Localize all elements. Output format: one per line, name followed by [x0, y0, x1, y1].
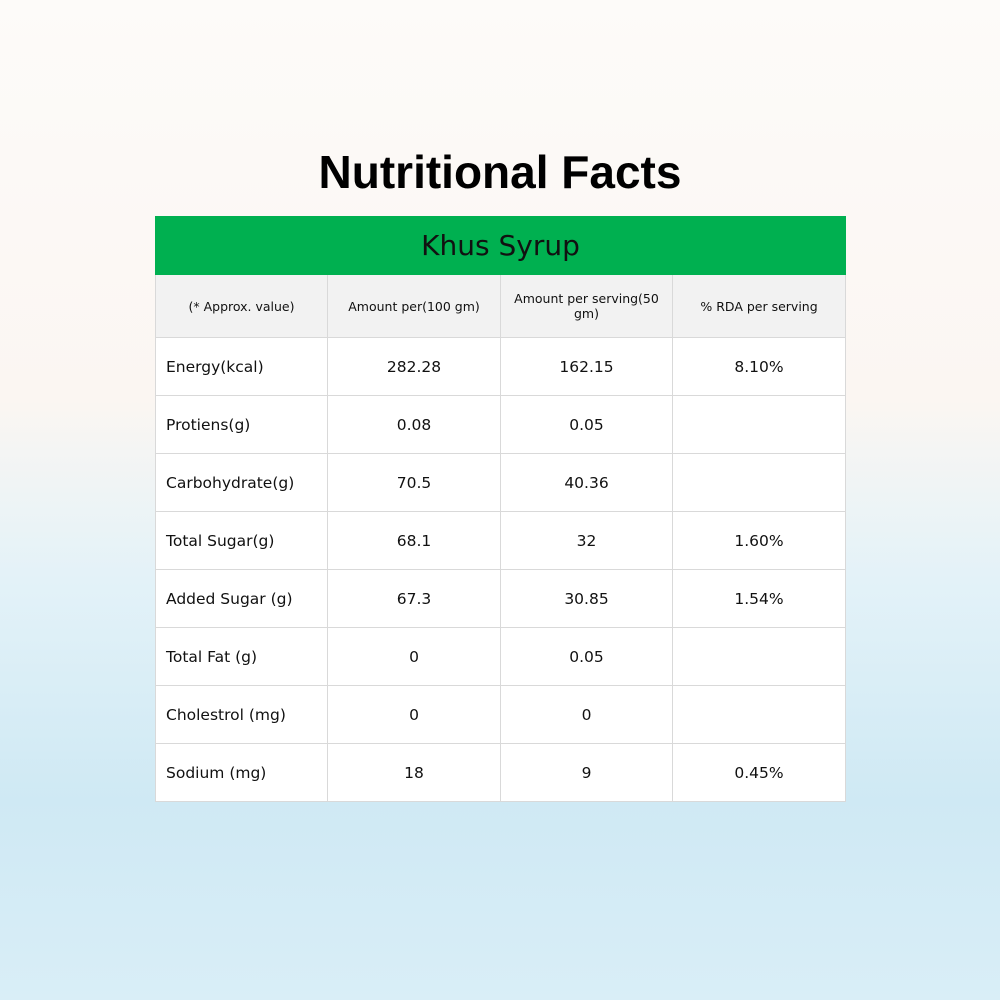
- table-cell: 0.08: [327, 395, 501, 454]
- table-cell: 30.85: [500, 569, 673, 628]
- table-row: Total Sugar(g) 68.1 32 1.60%: [155, 511, 847, 570]
- table-cell: Energy(kcal): [155, 337, 328, 396]
- table-cell: [671, 627, 847, 686]
- table-cell: [671, 685, 847, 744]
- table-cell: 9: [500, 743, 673, 802]
- table-row: Energy(kcal) 282.28 162.15 8.10%: [155, 337, 847, 396]
- table-cell: 0: [327, 685, 501, 744]
- table-row: Cholestrol (mg) 0 0: [155, 685, 847, 744]
- table-cell: Sodium (mg): [155, 743, 328, 802]
- table-cell: [671, 453, 847, 512]
- page-title: Nutritional Facts: [318, 146, 682, 198]
- table-cell: 70.5: [327, 453, 501, 512]
- table-row: Added Sugar (g) 67.3 30.85 1.54%: [155, 569, 847, 628]
- table-row: Carbohydrate(g) 70.5 40.36: [155, 453, 847, 512]
- header-row: (* Approx. value) Amount per(100 gm) Amoun…: [155, 274, 847, 338]
- table-cell: 68.1: [327, 511, 501, 570]
- column-header: Amount per(100 gm): [327, 274, 501, 338]
- table-cell: Carbohydrate(g): [155, 453, 328, 512]
- table-cell: Added Sugar (g): [155, 569, 328, 628]
- table-cell: 40.36: [500, 453, 673, 512]
- table-cell: 8.10%: [671, 337, 847, 396]
- table-cell: 67.3: [327, 569, 501, 628]
- table-cell: 0.05: [500, 627, 673, 686]
- table-cell: 0.05: [500, 395, 673, 454]
- table-row: Sodium (mg) 18 9 0.45%: [155, 743, 847, 802]
- table-cell: Total Sugar(g): [155, 511, 328, 570]
- column-header: Amount per serving(50 gm): [500, 274, 673, 338]
- table-cell: 0: [327, 627, 501, 686]
- table-cell: 162.15: [500, 337, 673, 396]
- table-cell: 18: [327, 743, 501, 802]
- table-cell: 1.54%: [671, 569, 847, 628]
- table-cell: 0.45%: [671, 743, 847, 802]
- table-cell: Cholestrol (mg): [155, 685, 328, 744]
- column-header: (* Approx. value): [155, 274, 328, 338]
- nutrition-table: Khus Syrup (* Approx. value) Amount per(1…: [154, 216, 847, 802]
- table-row: Protiens(g) 0.08 0.05: [155, 395, 847, 454]
- caption-row: Khus Syrup: [154, 216, 847, 275]
- table-body: Khus Syrup (* Approx. value) Amount per(1…: [154, 216, 847, 802]
- table-cell: 282.28: [327, 337, 501, 396]
- table-row: Total Fat (g) 0 0.05: [155, 627, 847, 686]
- table-cell: 32: [500, 511, 673, 570]
- table-cell: [671, 395, 847, 454]
- column-header: % RDA per serving: [671, 274, 847, 338]
- table-cell: Total Fat (g): [155, 627, 328, 686]
- table-cell: Protiens(g): [155, 395, 328, 454]
- table-cell: 1.60%: [671, 511, 847, 570]
- table-caption: Khus Syrup: [154, 216, 847, 275]
- table-cell: 0: [500, 685, 673, 744]
